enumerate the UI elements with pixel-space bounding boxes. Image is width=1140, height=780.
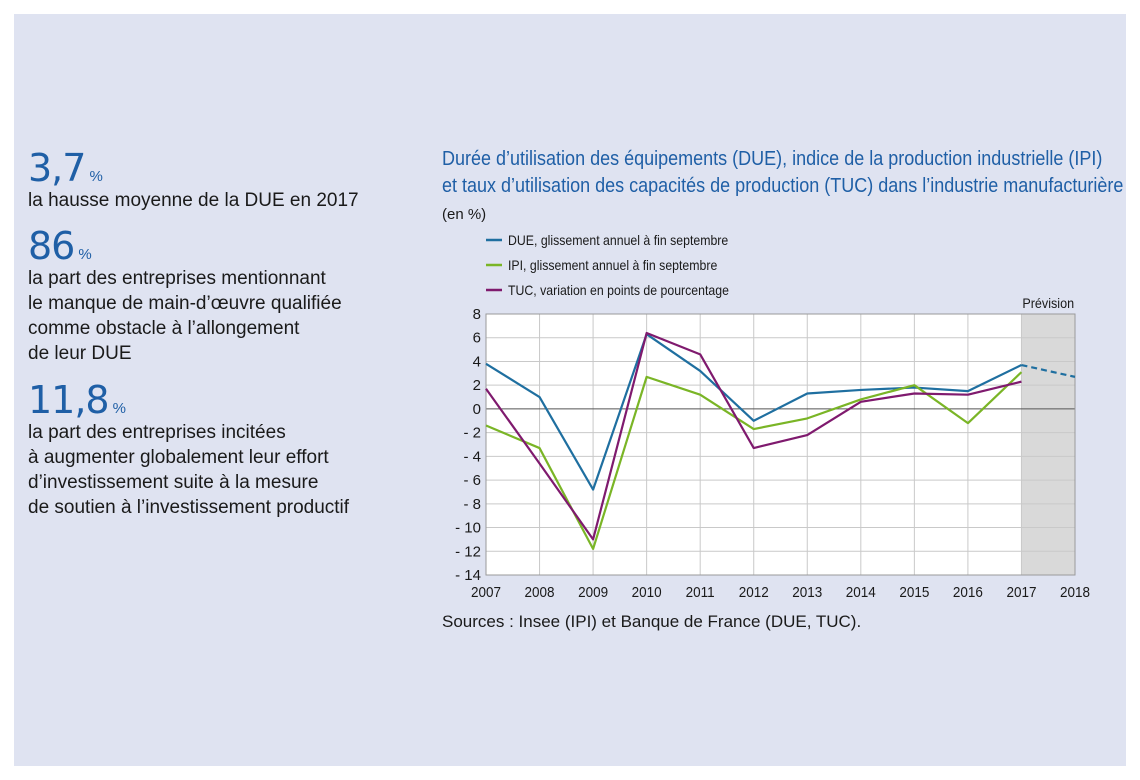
x-tick-label: 2013 <box>792 584 822 601</box>
stat-description: la hausse moyenne de la DUE en 2017 <box>28 188 388 213</box>
stat-labour-shortage: 86% la part des entreprises mentionnant … <box>28 226 388 366</box>
x-tick-label: 2008 <box>525 584 555 601</box>
x-tick-label: 2007 <box>471 584 501 601</box>
y-tick-label: - 2 <box>463 425 481 442</box>
stat-line: de soutien à l’investissement productif <box>28 497 350 518</box>
x-tick-label: 2017 <box>1006 584 1036 601</box>
forecast-label: Prévision <box>1022 295 1074 311</box>
legend-label: IPI, glissement annuel à fin septembre <box>508 257 717 273</box>
stat-line: la part des entreprises mentionnant <box>28 268 326 289</box>
stat-line: à augmenter globalement leur effort <box>28 447 329 468</box>
x-tick-label: 2014 <box>846 584 876 601</box>
stat-investment-effort: 11,8% la part des entreprises incitées à… <box>28 380 388 520</box>
stat-line: la hausse moyenne de la DUE en 2017 <box>28 190 359 211</box>
x-tick-label: 2016 <box>953 584 983 601</box>
y-tick-label: - 14 <box>455 567 481 584</box>
stat-line: de leur DUE <box>28 343 132 364</box>
stat-line: la part des entreprises incitées <box>28 422 286 443</box>
stat-description: la part des entreprises mentionnant le m… <box>28 266 388 366</box>
plot-area <box>486 314 1075 575</box>
y-tick-label: 4 <box>473 353 481 370</box>
y-tick-label: - 10 <box>455 520 481 537</box>
stat-unit: % <box>89 168 103 185</box>
x-tick-label: 2015 <box>899 584 929 601</box>
y-tick-label: 2 <box>473 377 481 394</box>
y-tick-label: - 8 <box>463 496 481 513</box>
stat-description: la part des entreprises incitées à augme… <box>28 420 388 520</box>
stat-value: 86 <box>28 224 75 268</box>
x-tick-label: 2010 <box>632 584 662 601</box>
y-tick-label: 0 <box>473 401 481 418</box>
legend-label: TUC, variation en points de pourcentage <box>508 282 729 298</box>
y-tick-label: - 12 <box>455 543 481 560</box>
stat-value: 11,8 <box>28 378 110 422</box>
stat-unit: % <box>112 400 126 417</box>
legend-label: DUE, glissement annuel à fin septembre <box>508 232 728 248</box>
y-tick-label: - 6 <box>463 472 481 489</box>
x-tick-label: 2012 <box>739 584 769 601</box>
x-tick-label: 2018 <box>1060 584 1090 601</box>
plot-border <box>485 313 1076 576</box>
y-tick-label: - 4 <box>463 448 481 465</box>
chart-source: Sources : Insee (IPI) et Banque de Franc… <box>442 612 862 631</box>
y-tick-label: 6 <box>473 330 481 347</box>
x-tick-label: 2011 <box>686 584 715 601</box>
stat-line: le manque de main-d’œuvre qualifiée <box>28 293 342 314</box>
x-tick-label: 2009 <box>578 584 608 601</box>
forecast-area <box>1021 314 1075 575</box>
stat-line: comme obstacle à l’allongement <box>28 318 300 339</box>
stat-value: 3,7 <box>28 146 86 190</box>
series-line-3 <box>485 331 1022 541</box>
stat-unit: % <box>78 246 92 263</box>
y-tick-label: 8 <box>473 306 481 323</box>
stat-due-increase: 3,7% la hausse moyenne de la DUE en 2017 <box>28 148 388 213</box>
series-forecast-line-1 <box>1021 363 1076 378</box>
chart-title-line: Durée d’utilisation des équipements (DUE… <box>442 148 1103 170</box>
chart-unit-label: (en %) <box>442 206 487 223</box>
series-line-1 <box>485 333 1022 491</box>
stat-line: d’investissement suite à la mesure <box>28 472 319 493</box>
chart-title-line: et taux d’utilisation des capacités de p… <box>442 175 1124 197</box>
chart-title: Durée d’utilisation des équipements (DUE… <box>442 146 1124 200</box>
